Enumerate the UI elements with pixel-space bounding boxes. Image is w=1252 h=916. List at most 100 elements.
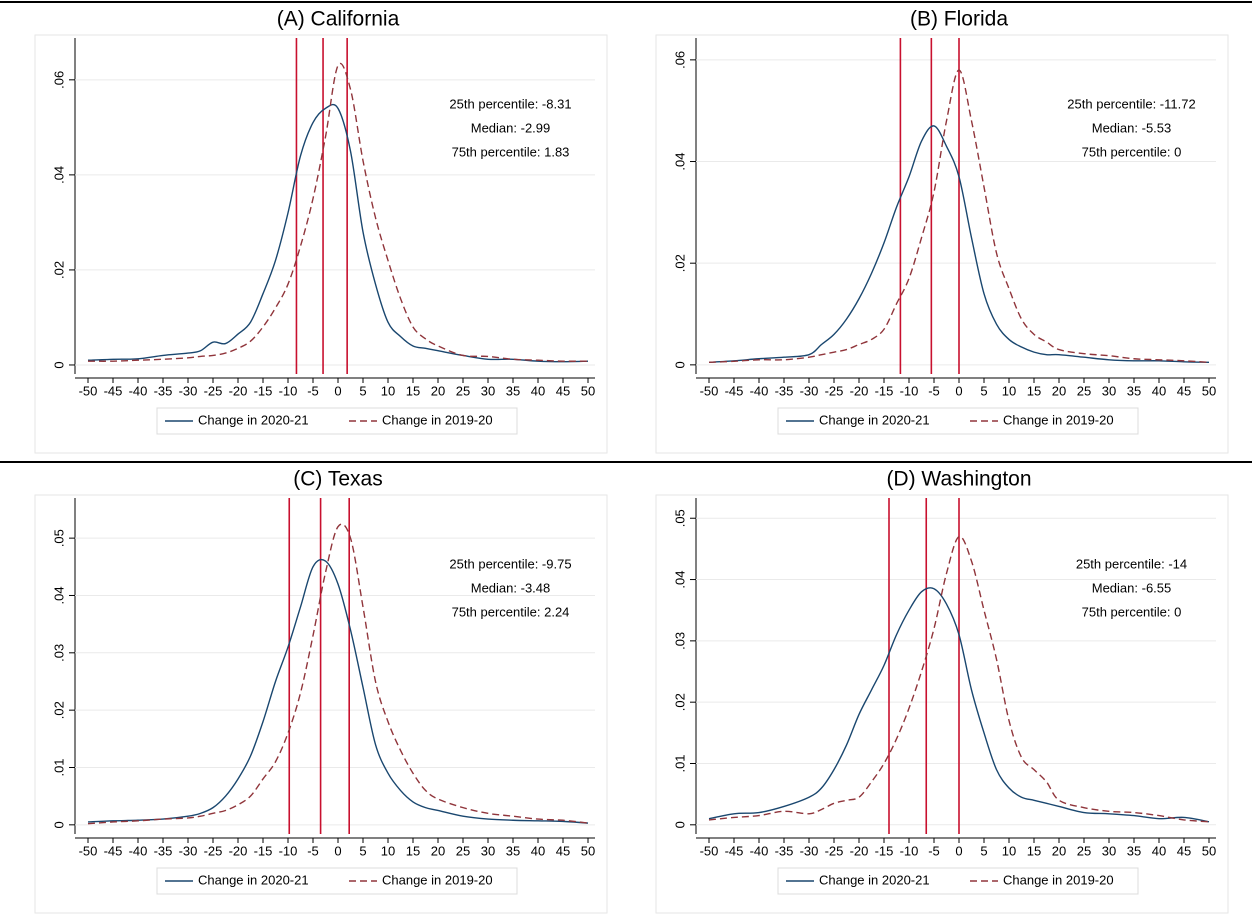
x-tick-label: 50 [581,843,595,858]
x-tick-label: 30 [1102,843,1116,858]
x-tick-label: 0 [334,383,341,398]
percentile-label: 25th percentile: -11.72 [1067,96,1195,111]
y-tick-label: .02 [672,693,687,711]
y-tick-label: 0 [51,821,66,828]
x-tick-label: -45 [104,383,123,398]
x-tick-label: 35 [1127,383,1141,398]
legend-label: Change in 2020-21 [198,412,309,427]
panel-title: (C) Texas [293,468,382,491]
x-tick-label: -40 [750,843,769,858]
x-tick-label: 10 [381,843,395,858]
y-tick-label: 0 [672,821,687,828]
x-tick-label: -50 [700,383,719,398]
x-tick-label: -40 [750,383,769,398]
x-tick-label: 15 [406,843,420,858]
x-tick-label: -20 [229,383,248,398]
y-tick-label: .02 [672,254,687,272]
panel-title: (B) Florida [910,8,1008,31]
percentile-label: Median: -5.53 [1092,120,1172,135]
x-tick-label: -40 [129,843,148,858]
y-tick-label: .05 [672,509,687,527]
percentile-label: 25th percentile: -9.75 [449,556,571,571]
y-tick-label: .01 [672,754,687,772]
x-tick-label: 20 [1052,383,1066,398]
y-tick-label: .06 [672,51,687,69]
panel-frame [655,34,1229,454]
x-tick-label: -25 [204,383,223,398]
x-tick-label: -50 [79,383,98,398]
y-tick-label: 0 [51,361,66,368]
x-tick-label: 45 [1177,843,1191,858]
panel-title: (A) California [277,8,400,31]
legend-label: Change in 2019-20 [1003,872,1114,887]
panel-frame [34,494,608,914]
y-tick-label: 0 [672,361,687,368]
x-tick-label: 45 [556,383,570,398]
x-tick-label: 45 [1177,383,1191,398]
panel-frame [655,494,1229,914]
x-tick-label: -10 [279,383,298,398]
x-tick-label: 10 [1002,843,1016,858]
x-tick-label: -35 [154,383,173,398]
x-tick-label: 15 [406,383,420,398]
x-tick-label: -20 [850,843,869,858]
x-tick-label: 5 [980,383,987,398]
percentile-label: Median: -6.55 [1092,580,1172,595]
legend-label: Change in 2020-21 [819,872,930,887]
x-tick-label: 25 [456,383,470,398]
x-tick-label: -25 [825,383,844,398]
x-tick-label: -5 [928,843,940,858]
x-tick-label: -15 [254,843,273,858]
percentile-label: 25th percentile: -8.31 [449,96,571,111]
x-tick-label: -15 [875,843,894,858]
x-tick-label: -25 [825,843,844,858]
x-tick-label: -50 [700,843,719,858]
x-tick-label: 40 [531,843,545,858]
x-tick-label: -35 [775,383,794,398]
series-line [708,587,1210,823]
legend-label: Change in 2019-20 [1003,412,1114,427]
x-tick-label: 10 [1002,383,1016,398]
x-tick-label: 0 [334,843,341,858]
x-tick-label: 0 [955,383,962,398]
series-line [87,62,589,362]
x-tick-label: -20 [850,383,869,398]
x-tick-label: -25 [204,843,223,858]
x-tick-label: -40 [129,383,148,398]
y-tick-label: .06 [51,71,66,89]
x-tick-label: 20 [1052,843,1066,858]
panel-frame [34,34,608,454]
x-tick-label: -45 [104,843,123,858]
percentile-label: 75th percentile: 0 [1082,604,1182,619]
x-tick-label: 40 [1152,383,1166,398]
x-tick-label: 50 [1202,843,1216,858]
percentile-label: Median: -2.99 [471,120,551,135]
y-tick-label: .04 [672,152,687,170]
x-tick-label: 15 [1027,383,1041,398]
series-line [708,69,1210,364]
x-tick-label: 40 [1152,843,1166,858]
x-tick-label: 30 [1102,383,1116,398]
x-tick-label: -50 [79,843,98,858]
x-tick-label: -15 [254,383,273,398]
x-tick-label: 20 [431,383,445,398]
legend-label: Change in 2020-21 [819,412,930,427]
x-tick-label: 45 [556,843,570,858]
legend-box [156,867,518,895]
x-tick-label: 30 [481,843,495,858]
y-tick-label: .02 [51,261,66,279]
x-tick-label: 25 [456,843,470,858]
x-tick-label: 5 [980,843,987,858]
y-tick-label: .03 [672,632,687,650]
x-tick-label: -30 [800,383,819,398]
x-tick-label: -30 [179,843,198,858]
x-tick-label: 35 [506,383,520,398]
legend-label: Change in 2019-20 [382,872,493,887]
percentile-label: Median: -3.48 [471,580,551,595]
x-tick-label: 30 [481,383,495,398]
y-tick-label: .03 [51,644,66,662]
x-tick-label: 10 [381,383,395,398]
y-tick-label: .05 [51,529,66,547]
y-tick-label: .04 [672,571,687,589]
